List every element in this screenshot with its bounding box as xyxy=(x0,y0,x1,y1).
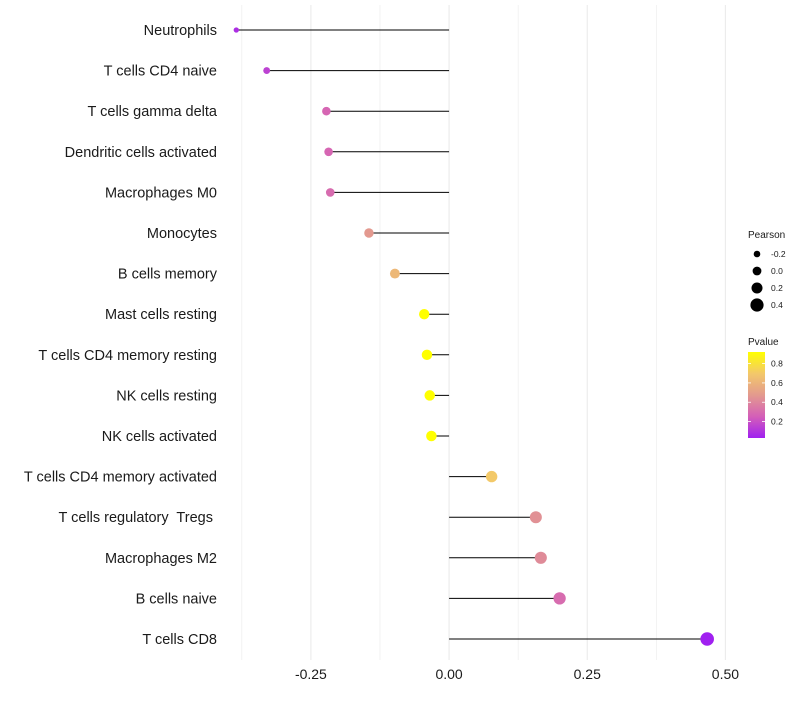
color-legend-bar xyxy=(748,352,765,438)
size-legend-label-3: 0.4 xyxy=(771,300,783,310)
point-2 xyxy=(322,106,331,116)
color-legend-title: Pvalue xyxy=(748,337,779,348)
point-7 xyxy=(419,309,430,320)
category-label-4: Macrophages M0 xyxy=(105,185,217,201)
point-14 xyxy=(553,592,566,605)
color-legend-label-3: 0.8 xyxy=(771,359,783,369)
point-3 xyxy=(324,147,333,157)
x-tick-label-1: 0.00 xyxy=(435,666,462,682)
point-6 xyxy=(389,268,400,279)
x-axis-tick-labels: -0.25 0.00 0.25 0.50 xyxy=(295,666,739,682)
point-12 xyxy=(529,511,542,524)
lollipop-points xyxy=(233,27,714,646)
point-10 xyxy=(426,430,437,442)
category-label-12: T cells regulatory Tregs xyxy=(59,510,218,526)
size-legend-label-0: -0.2 xyxy=(771,249,786,259)
category-label-15: T cells CD8 xyxy=(142,632,217,648)
category-label-3: Dendritic cells activated xyxy=(65,145,217,161)
size-legend-key-2 xyxy=(751,282,763,294)
category-label-9: NK cells resting xyxy=(116,388,217,404)
pearson-size-legend: Pearson -0.2 0.0 0.2 0.4 xyxy=(748,230,786,312)
color-legend-label-1: 0.4 xyxy=(771,397,783,407)
point-4 xyxy=(325,188,335,197)
size-legend-key-3 xyxy=(750,298,764,312)
category-label-13: Macrophages M2 xyxy=(105,551,217,567)
gridlines xyxy=(241,5,726,660)
category-label-10: NK cells activated xyxy=(102,429,217,445)
category-label-11: T cells CD4 memory activated xyxy=(24,470,217,486)
size-legend-key-0 xyxy=(753,250,761,258)
x-tick-label-3: 0.50 xyxy=(712,666,739,682)
point-5 xyxy=(364,228,374,238)
y-axis-labels: Neutrophils T cells CD4 naive T cells gamm… xyxy=(24,23,218,648)
size-legend-label-2: 0.2 xyxy=(771,283,783,293)
point-11 xyxy=(485,470,498,483)
point-9 xyxy=(424,390,435,401)
category-label-1: T cells CD4 naive xyxy=(104,64,217,80)
x-tick-label-0: -0.25 xyxy=(295,666,327,682)
point-1 xyxy=(263,67,271,75)
point-15 xyxy=(700,632,714,646)
pvalue-color-legend: Pvalue 0.2 0.4 0.6 0.8 xyxy=(748,337,783,438)
category-label-5: Monocytes xyxy=(147,226,217,242)
lollipop-stems xyxy=(236,29,708,640)
x-tick-label-2: 0.25 xyxy=(574,666,601,682)
point-0 xyxy=(233,27,239,33)
size-legend-label-1: 0.0 xyxy=(771,266,783,276)
category-label-2: T cells gamma delta xyxy=(88,104,218,120)
size-legend-title: Pearson xyxy=(748,230,785,241)
category-label-7: Mast cells resting xyxy=(105,307,217,323)
category-label-8: T cells CD4 memory resting xyxy=(38,348,217,364)
category-label-14: B cells naive xyxy=(136,591,217,607)
point-8 xyxy=(421,349,433,361)
category-label-6: B cells memory xyxy=(118,267,218,283)
size-legend-key-1 xyxy=(752,266,762,276)
color-legend-label-2: 0.6 xyxy=(771,378,783,388)
category-label-0: Neutrophils xyxy=(144,23,217,39)
point-13 xyxy=(534,551,547,564)
color-legend-label-0: 0.2 xyxy=(771,417,783,427)
